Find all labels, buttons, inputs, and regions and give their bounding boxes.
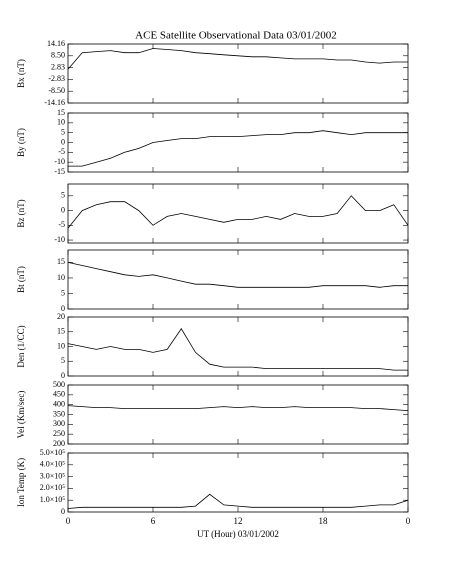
panel-frame <box>67 384 409 445</box>
data-line <box>67 493 409 509</box>
y-tick-label: 10 <box>57 273 65 282</box>
y-tick-label: 8.50 <box>51 51 65 60</box>
y-tick-label: 2.0×10⁵ <box>40 483 66 492</box>
y-tick-label: 350 <box>53 409 65 418</box>
x-tick-label: 6 <box>151 516 156 526</box>
x-axis-label: UT (Hour) 03/01/2002 <box>197 529 279 539</box>
data-line <box>67 262 408 288</box>
data-line <box>67 195 409 229</box>
y-tick-label: 15 <box>57 257 65 266</box>
y-tick-label: 1.0×10⁵ <box>40 495 66 504</box>
panel-frame <box>67 183 409 244</box>
y-tick-label: 5 <box>61 191 65 200</box>
y-tick-label: 3.0×10⁵ <box>40 471 66 480</box>
y-tick-label: 10 <box>57 341 65 350</box>
panel-frame <box>67 43 409 104</box>
y-axis-label: Bt (nT) <box>16 266 26 293</box>
y-tick-label: -10 <box>54 235 65 244</box>
y-tick-label: -2.83 <box>48 74 65 83</box>
y-tick-label: -5 <box>58 220 65 229</box>
x-tick-label: 0 <box>66 516 71 526</box>
data-line <box>67 405 409 411</box>
y-axis-label: Ion Temp (K) <box>16 458 26 507</box>
y-tick-label: 450 <box>53 390 65 399</box>
y-tick-label: -8.50 <box>48 86 65 95</box>
y-axis-label: By (nT) <box>16 128 26 157</box>
y-tick-label: -14.16 <box>44 98 65 107</box>
y-tick-label: 400 <box>53 399 65 408</box>
y-tick-label: 0 <box>61 507 65 516</box>
y-tick-label: 4.0×10⁵ <box>40 460 66 469</box>
y-tick-label: 5 <box>61 127 65 136</box>
y-tick-label: 15 <box>57 327 65 336</box>
y-tick-label: 0 <box>61 371 65 380</box>
data-line <box>67 328 408 371</box>
y-tick-label: -5 <box>58 147 65 156</box>
y-axis-label: Bz (nT) <box>16 199 26 227</box>
data-line <box>68 130 408 167</box>
panel-frame <box>67 249 409 310</box>
y-tick-label: 0 <box>61 137 65 146</box>
y-tick-label: 20 <box>57 312 65 321</box>
y-axis-label: Bx (nT) <box>16 59 26 88</box>
y-tick-label: 200 <box>53 439 65 448</box>
y-tick-label: 15 <box>57 108 65 117</box>
y-tick-label: 14.16 <box>47 39 65 48</box>
panel-frame <box>67 112 409 173</box>
x-tick-label: 12 <box>234 516 243 526</box>
y-tick-label: -15 <box>54 167 65 176</box>
y-tick-label: 2.83 <box>51 62 65 71</box>
y-tick-label: 250 <box>53 429 65 438</box>
y-tick-label: 300 <box>53 419 65 428</box>
panel-frame <box>67 452 409 513</box>
y-tick-label: 5.0×10⁵ <box>40 448 66 457</box>
y-tick-label: 0 <box>61 205 65 214</box>
x-tick-label: 18 <box>319 516 329 526</box>
chart-title: ACE Satellite Observational Data 03/01/2… <box>135 30 337 42</box>
y-tick-label: -10 <box>54 157 65 166</box>
y-tick-label: 0 <box>61 304 65 313</box>
y-tick-label: 5 <box>61 356 65 365</box>
x-tick-label: 0 <box>406 516 411 526</box>
y-tick-label: 500 <box>53 380 65 389</box>
y-tick-label: 5 <box>61 288 65 297</box>
y-axis-label: Den (1/CC) <box>16 325 26 367</box>
y-axis-label: Vel (Km/sec) <box>16 391 26 439</box>
data-line <box>67 48 408 70</box>
y-tick-label: 10 <box>57 118 65 127</box>
